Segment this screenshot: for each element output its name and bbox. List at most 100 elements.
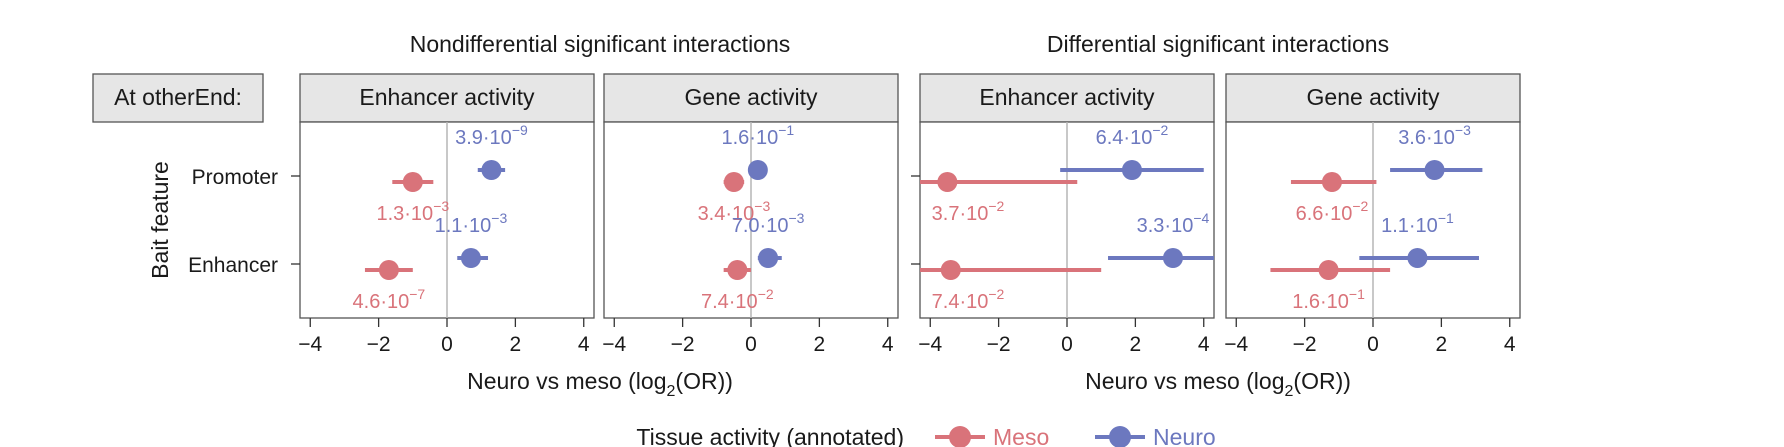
- point-promoter-meso: [937, 172, 958, 192]
- p-value-exponent: −2: [1152, 122, 1168, 138]
- p-value-base: 4.6·10: [353, 291, 410, 313]
- x-tick-label: 2: [814, 333, 826, 356]
- category-label-promoter: Promoter: [192, 166, 278, 189]
- panel-3-enhancer-activity: Enhancer activity−4 −2 0 2 46.4·10−23.7·10−2…: [911, 73, 1215, 356]
- p-value-base: 3.4·10: [698, 203, 755, 225]
- point-enhancer-neuro: [758, 248, 779, 268]
- x-tick-label: 4: [882, 333, 894, 356]
- p-value-label-enhancer-neuro: 3.3·10−4: [1137, 210, 1210, 237]
- legend-marker-meso: [949, 426, 971, 447]
- panel-header: [1225, 73, 1521, 123]
- p-value-label-promoter-meso: 1.3·10−3: [376, 198, 449, 225]
- p-value-base: 3.3·10: [1137, 215, 1194, 237]
- panel-data-layer: [723, 160, 782, 280]
- legend-label-meso: Meso: [993, 424, 1049, 447]
- x-tick-label: −4: [1224, 333, 1248, 356]
- p-value-exponent: −1: [1438, 210, 1454, 226]
- legend-marker-neuro: [1109, 426, 1131, 447]
- panel-data-layer: [920, 160, 1214, 280]
- x-tick-label: −4: [918, 333, 942, 356]
- p-value-label-promoter-neuro: 3.6·10−3: [1398, 122, 1471, 149]
- x-tick-label: −4: [298, 333, 322, 356]
- panel-header: [603, 73, 899, 123]
- p-value-label-enhancer-meso: 1.6·10−1: [1292, 286, 1365, 313]
- p-value-base: 3.9·10: [455, 127, 512, 149]
- row-header-box: [92, 73, 264, 123]
- x-tick-label: −4: [602, 333, 626, 356]
- row-header-label: At otherEnd:: [114, 84, 242, 110]
- point-promoter-neuro: [481, 160, 502, 180]
- point-enhancer-meso: [727, 260, 748, 280]
- p-value-base: 1.6·10: [721, 127, 778, 149]
- p-value-exponent: −3: [754, 198, 770, 214]
- x-tick-label: 0: [1367, 333, 1379, 356]
- p-value-label-enhancer-neuro: 1.1·10−1: [1381, 210, 1454, 237]
- x-axis-title-right: Neuro vs meso (log2(OR)): [1085, 368, 1351, 400]
- point-enhancer-meso: [940, 260, 961, 280]
- y-axis-title: Bait feature: [147, 161, 173, 279]
- point-enhancer-meso: [378, 260, 399, 280]
- p-value-exponent: −7: [409, 286, 425, 302]
- p-value-base: 1.6·10: [1292, 291, 1349, 313]
- p-value-label-enhancer-meso: 4.6·10−7: [353, 286, 426, 313]
- x-tick-label: 2: [510, 333, 522, 356]
- x-tick-label: 0: [441, 333, 453, 356]
- point-promoter-neuro: [1424, 160, 1445, 180]
- x-tick-label: −2: [987, 333, 1011, 356]
- panel-data-layer: [364, 160, 506, 280]
- point-enhancer-neuro: [1162, 248, 1183, 268]
- p-value-base: 6.6·10: [1296, 203, 1353, 225]
- p-value-exponent: −2: [758, 286, 774, 302]
- x-tick-label: 2: [1436, 333, 1448, 356]
- p-value-label-enhancer-neuro: 7.0·10−3: [732, 210, 805, 237]
- point-promoter-meso: [723, 172, 744, 192]
- panel-header: [299, 73, 595, 123]
- x-tick-label: 4: [1504, 333, 1516, 356]
- panel-1-enhancer-activity: Enhancer activity−4 −2 0 2 43.9·10−91.3·10−3…: [291, 73, 595, 356]
- category-labels-group: Promoter Enhancer: [188, 166, 278, 277]
- legend-title: Tissue activity (annotated): [636, 424, 904, 447]
- p-value-base: 3.6·10: [1398, 127, 1455, 149]
- p-value-label-promoter-neuro: 3.9·10−9: [455, 122, 528, 149]
- point-promoter-meso: [1321, 172, 1342, 192]
- p-value-exponent: −3: [491, 210, 507, 226]
- point-promoter-neuro: [1121, 160, 1142, 180]
- point-enhancer-meso: [1318, 260, 1339, 280]
- p-value-base: 1.3·10: [376, 203, 433, 225]
- p-value-base: 7.0·10: [732, 215, 789, 237]
- p-value-label-enhancer-neuro: 1.1·10−3: [435, 210, 508, 237]
- x-tick-label: 4: [1198, 333, 1210, 356]
- p-value-label-promoter-meso: 6.6·10−2: [1296, 198, 1369, 225]
- p-value-label-promoter-neuro: 1.6·10−1: [721, 122, 794, 149]
- panel-4-gene-activity: Gene activity−4 −2 0 2 43.6·10−36.6·10−21.1·…: [1224, 73, 1521, 356]
- legend: Meso Neuro: [935, 424, 1216, 447]
- panel-header: [919, 73, 1215, 123]
- p-value-base: 7.4·10: [701, 291, 758, 313]
- p-value-exponent: −1: [778, 122, 794, 138]
- panel-title: Enhancer activity: [359, 84, 535, 110]
- legend-label-neuro: Neuro: [1153, 424, 1216, 447]
- p-value-label-promoter-meso: 3.7·10−2: [932, 198, 1005, 225]
- p-value-exponent: −3: [433, 198, 449, 214]
- p-value-exponent: −9: [512, 122, 528, 138]
- panel-title: Gene activity: [1307, 84, 1440, 110]
- p-value-base: 7.4·10: [932, 291, 989, 313]
- p-value-exponent: −2: [988, 286, 1004, 302]
- panel-2-gene-activity: Gene activity−4 −2 0 2 41.6·10−13.4·10−37.0·…: [602, 73, 899, 356]
- x-tick-label: 2: [1130, 333, 1142, 356]
- x-tick-label: 0: [745, 333, 757, 356]
- point-promoter-meso: [402, 172, 423, 192]
- p-value-base: 1.1·10: [435, 215, 492, 237]
- group-title-nondifferential: Nondifferential significant interactions: [410, 31, 791, 57]
- p-value-base: 3.7·10: [932, 203, 989, 225]
- p-value-exponent: −3: [1455, 122, 1471, 138]
- group-title-differential: Differential significant interactions: [1047, 31, 1389, 57]
- p-value-exponent: −3: [788, 210, 804, 226]
- p-value-base: 6.4·10: [1096, 127, 1153, 149]
- p-value-base: 1.1·10: [1381, 215, 1438, 237]
- p-value-label-enhancer-meso: 7.4·10−2: [932, 286, 1005, 313]
- point-promoter-neuro: [747, 160, 768, 180]
- p-value-exponent: −4: [1193, 210, 1209, 226]
- point-enhancer-neuro: [1407, 248, 1428, 268]
